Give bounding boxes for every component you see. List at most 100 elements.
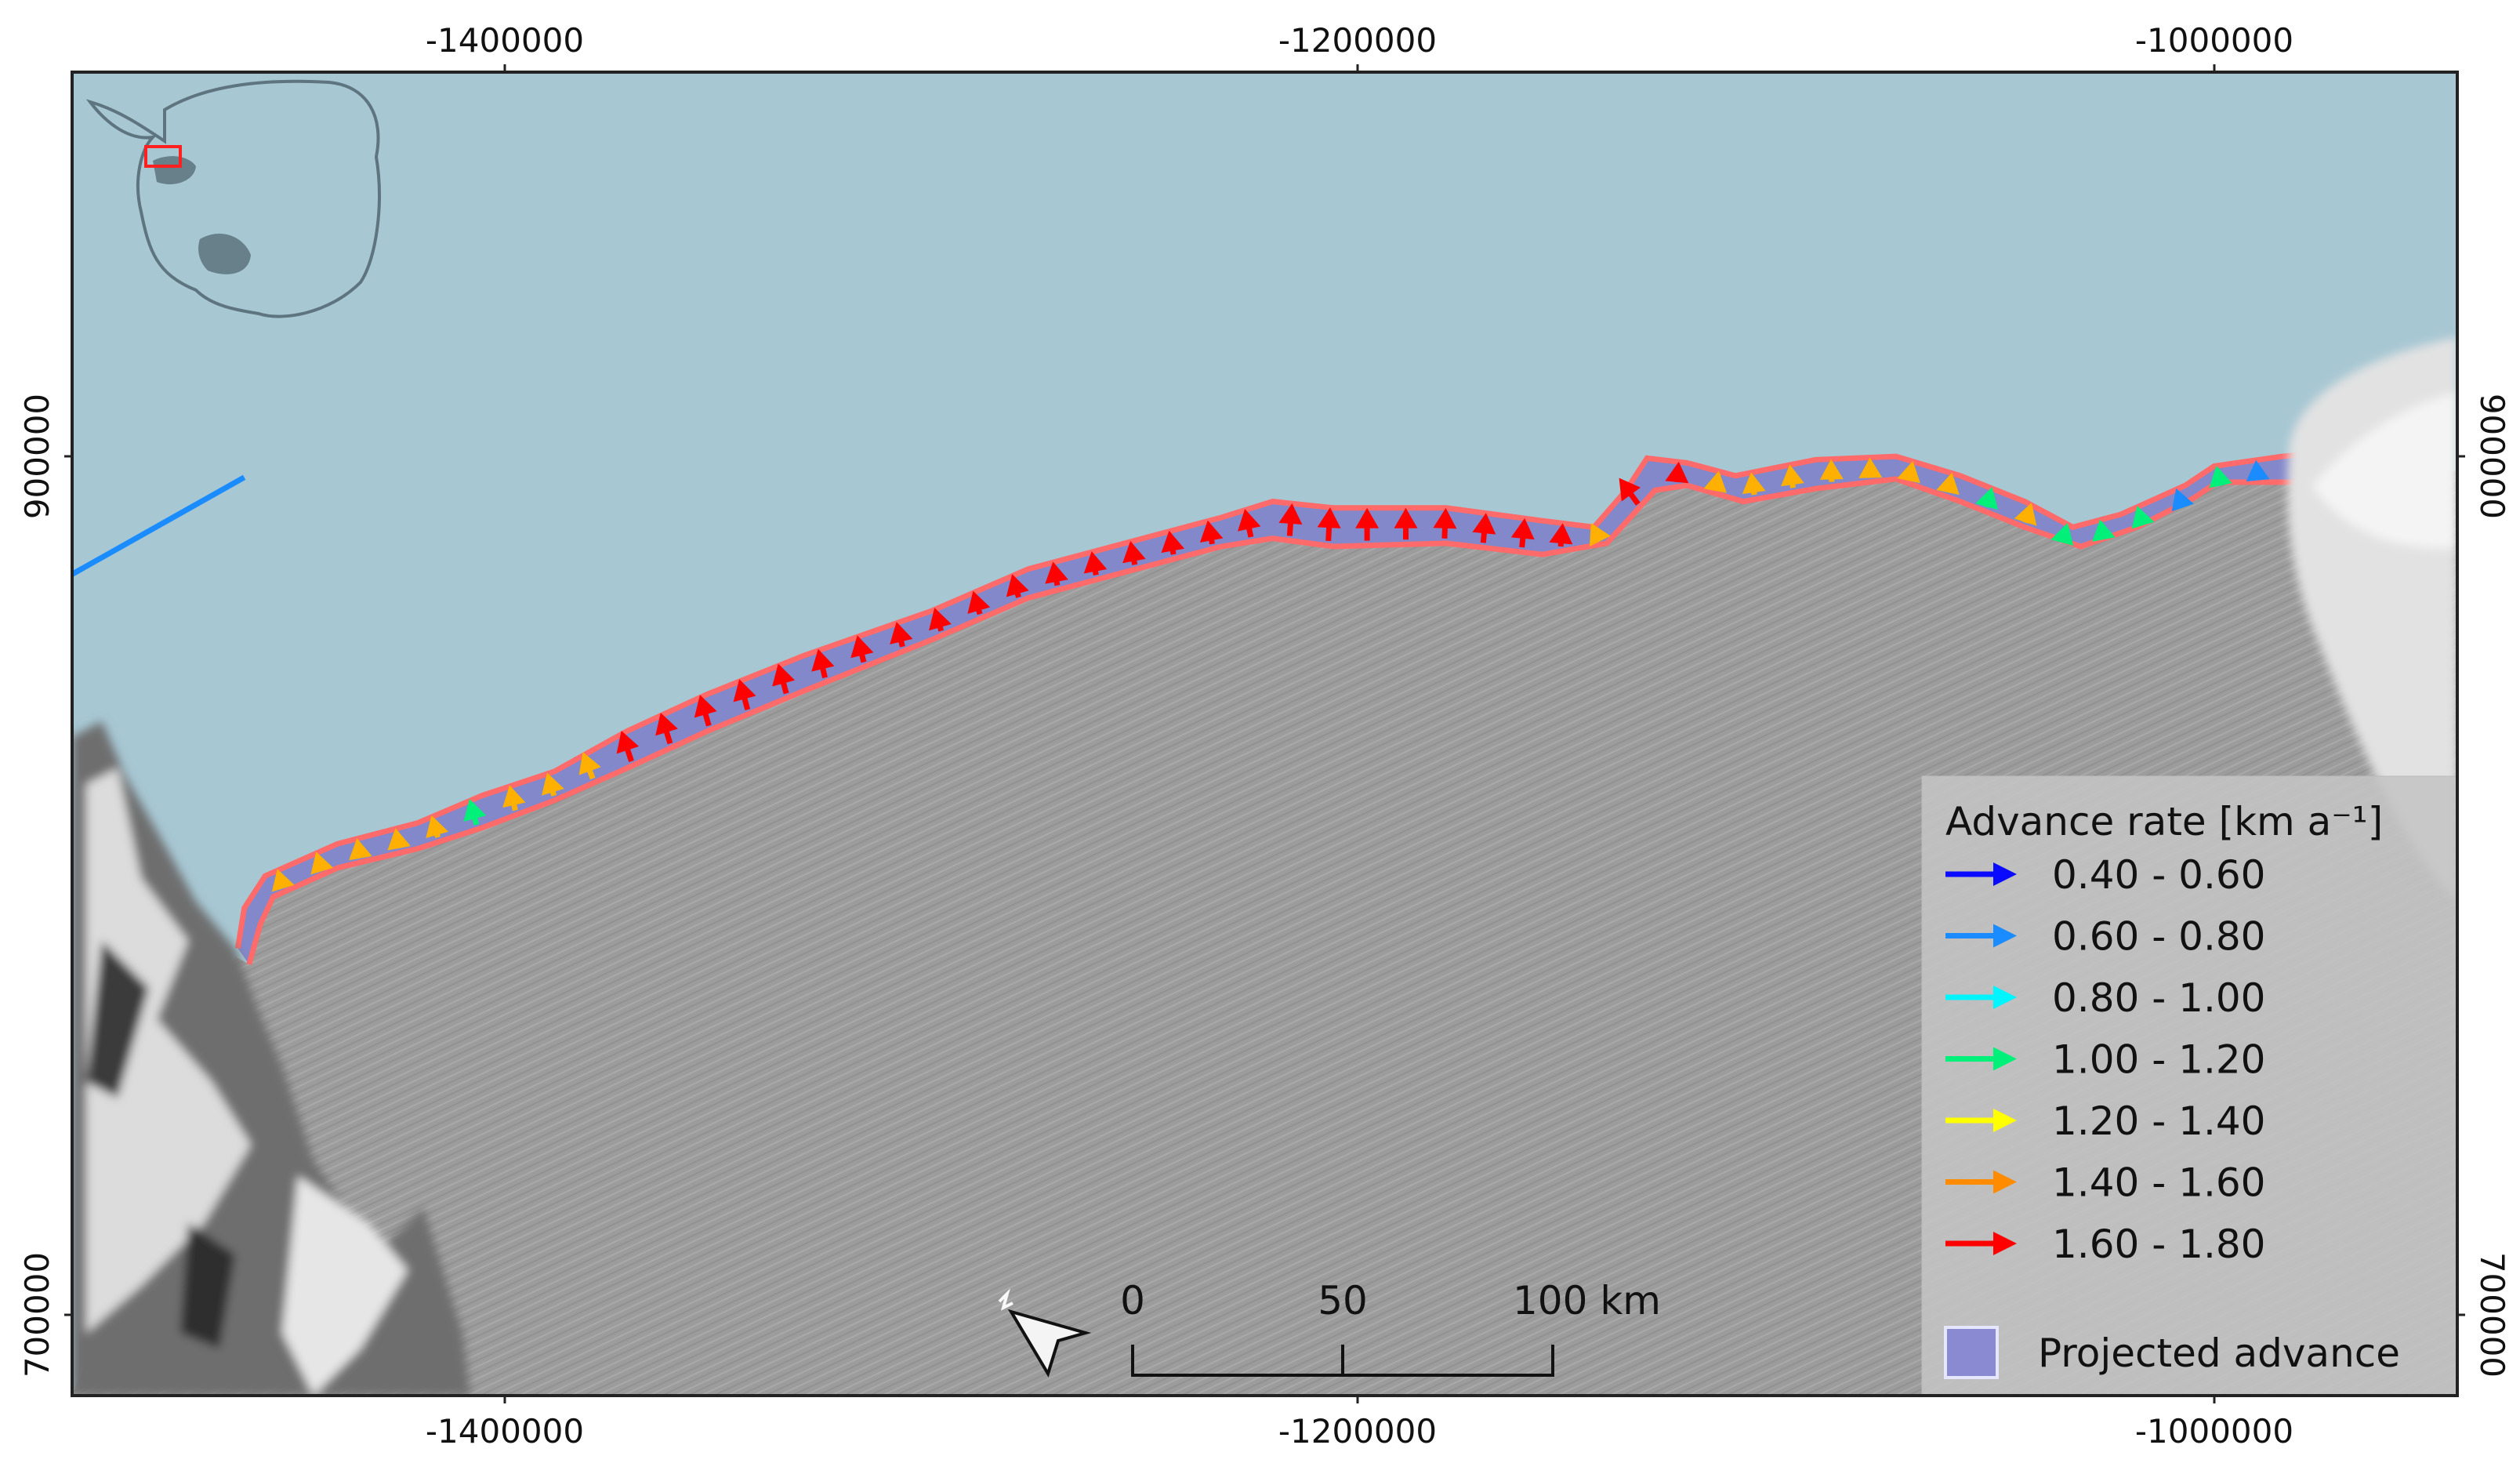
advance-arrow: [1161, 530, 1185, 555]
advance-arrow: [890, 622, 913, 648]
advance-arrow: [1394, 507, 1418, 540]
advance-arrow: [1355, 507, 1380, 541]
advance-arrow: [1619, 477, 1641, 506]
inset-study-area-box: [144, 145, 182, 168]
advance-arrow: [349, 838, 372, 861]
y-tick-right-1: 900000: [2473, 394, 2511, 519]
advance-arrow: [929, 608, 952, 632]
x-tick-bottom-1: -1400000: [426, 1412, 584, 1450]
advance-arrow: [1549, 523, 1573, 547]
legend: Advance rate [km a⁻¹] 0.40 - 0.60 0.60 - …: [1921, 775, 2457, 1396]
advance-arrow: [1472, 513, 1496, 543]
legend-item-label: 0.60 - 0.80: [2052, 914, 2266, 960]
advance-arrow: [1199, 520, 1224, 545]
advance-arrow: [2131, 506, 2155, 529]
y-tick-left-2: 700000: [18, 1252, 56, 1378]
legend-item: 0.60 - 0.80: [1945, 914, 2266, 960]
legend-title: Advance rate [km a⁻¹]: [1945, 799, 2383, 844]
legend-item-label: 1.40 - 1.60: [2052, 1160, 2266, 1206]
advance-arrow: [2171, 488, 2194, 512]
advance-rate-arrows: [72, 457, 2270, 892]
advance-arrow: [578, 752, 601, 780]
advance-arrow: [1083, 551, 1108, 576]
legend-item-label: 0.80 - 1.00: [2052, 975, 2266, 1021]
legend-item-label: 1.60 - 1.80: [2052, 1222, 2266, 1267]
legend-item-label: 1.20 - 1.40: [2052, 1098, 2266, 1144]
advance-arrow: [1703, 470, 1727, 493]
advance-arrow: [772, 663, 796, 695]
advance-arrow: [1510, 517, 1535, 548]
advance-arrow: [2050, 523, 2074, 546]
advance-arrow: [733, 679, 756, 710]
advance-arrow: [1045, 561, 1068, 586]
ice-rise-right: [2287, 337, 2457, 902]
advance-arrow: [1317, 507, 1341, 542]
advance-arrow: [1781, 464, 1804, 488]
advance-arrow: [1819, 459, 1844, 482]
advance-arrow: [616, 731, 640, 763]
advance-arrow: [1858, 457, 1883, 478]
advance-arrow: [1238, 509, 1261, 538]
y-tick-left-1: 900000: [18, 394, 56, 519]
advance-arrow: [967, 590, 991, 615]
y-tick-right-2: 700000: [2473, 1252, 2511, 1378]
advance-arrow: [2246, 459, 2270, 482]
scale-label-50: 50: [1318, 1278, 1368, 1323]
advance-arrow: [271, 869, 295, 892]
advance-arrow: [655, 713, 678, 745]
advance-arrow: [502, 785, 526, 811]
ice-shelf-land: [72, 470, 2457, 1396]
ice-front-outline: [234, 450, 2315, 965]
legend-item: 1.00 - 1.20: [1945, 1037, 2266, 1083]
x-tick-bottom-3: -1000000: [2135, 1412, 2293, 1450]
advance-arrow: [1897, 460, 1920, 484]
advance-arrow: [1122, 541, 1146, 565]
advance-arrow: [426, 815, 449, 839]
legend-arrowhead-icon: [1993, 1170, 2017, 1194]
legend-item: 0.40 - 0.60: [1945, 852, 2266, 898]
advance-arrow: [2209, 465, 2232, 488]
mountains-left: [72, 721, 470, 1396]
legend-arrowhead-icon: [1993, 1232, 2017, 1255]
advance-arrow: [1590, 522, 1611, 546]
advance-arrow: [463, 798, 487, 826]
advance-arrow: [542, 772, 564, 797]
legend-item: 1.20 - 1.40: [1945, 1098, 2266, 1144]
legend-projected-label: Projected advance: [2038, 1331, 2400, 1376]
advance-arrow: [1278, 503, 1303, 536]
advance-arrow: [2092, 519, 2116, 542]
legend-arrowhead-icon: [1993, 1109, 2017, 1132]
advance-arrow: [1433, 507, 1457, 539]
advance-arrow: [1006, 574, 1029, 598]
advance-arrow: [850, 635, 874, 663]
legend-item-label: 0.40 - 0.60: [2052, 852, 2266, 898]
advance-arrow: [811, 648, 835, 679]
legend-item-label: 1.00 - 1.20: [2052, 1037, 2266, 1083]
scale-label-100: 100 km: [1513, 1278, 1661, 1323]
advance-arrow: [1936, 472, 1960, 496]
x-tick-top-1: -1400000: [426, 21, 584, 60]
advance-arrow: [2014, 503, 2037, 526]
scale-bar: 0 50 100 km: [1120, 1278, 1661, 1377]
advance-arrow: [1665, 461, 1689, 484]
advance-arrow: [310, 851, 334, 875]
scale-label-0: 0: [1120, 1278, 1145, 1323]
map-frame: [71, 71, 2459, 1397]
x-tick-bottom-2: -1200000: [1278, 1412, 1437, 1450]
legend-arrowhead-icon: [1993, 986, 2017, 1009]
advance-arrow: [1742, 472, 1766, 496]
advance-arrow: [1975, 487, 1999, 510]
advance-arrow: [387, 828, 411, 851]
advance-arrow: [694, 695, 717, 727]
advance-arrow: [72, 474, 246, 699]
legend-arrowhead-icon: [1993, 862, 2017, 886]
legend-item: 1.40 - 1.60: [1945, 1160, 2266, 1206]
legend-arrowhead-icon: [1993, 1047, 2017, 1071]
legend-arrowhead-icon: [1993, 924, 2017, 948]
x-tick-top-2: -1200000: [1278, 21, 1437, 60]
x-tick-top-3: -1000000: [2135, 21, 2293, 60]
legend-item: 0.80 - 1.00: [1945, 975, 2266, 1021]
inset-antarctica-map: [85, 79, 381, 318]
legend-item: 1.60 - 1.80: [1945, 1222, 2266, 1267]
